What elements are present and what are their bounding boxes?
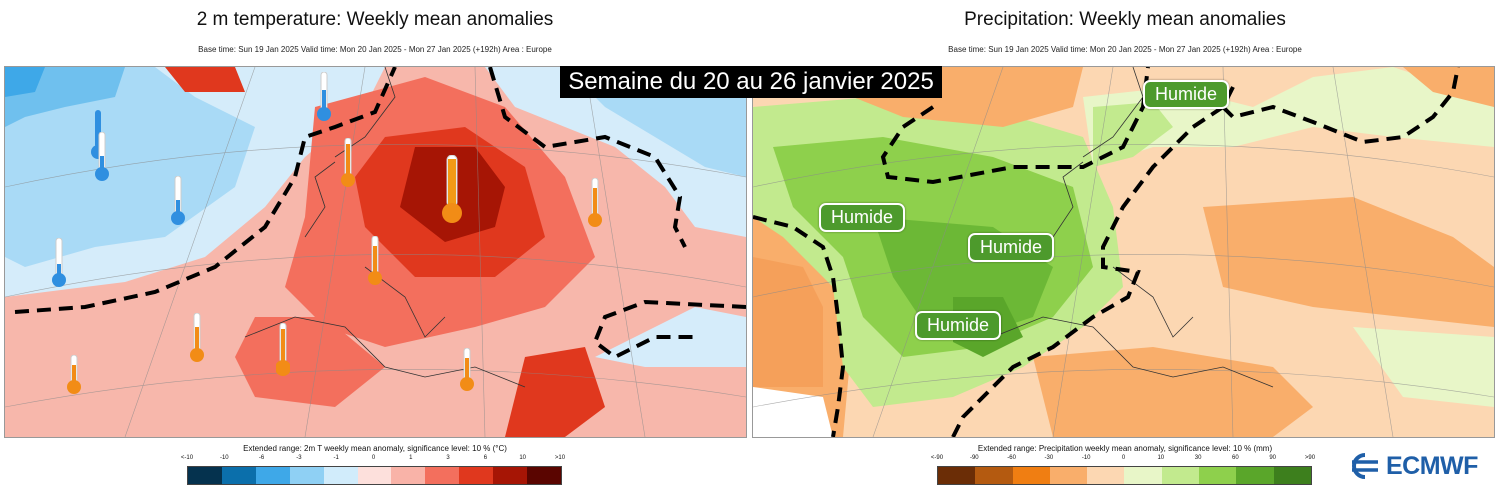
tick-label: 90 <box>1269 455 1277 461</box>
colorbar-swatch <box>1161 467 1200 484</box>
temperature-map <box>4 66 747 438</box>
temperature-subtitle: Base time: Sun 19 Jan 2025 Valid time: M… <box>198 45 552 54</box>
week-banner: Semaine du 20 au 26 janvier 2025 <box>560 66 942 98</box>
tick-label: 3 <box>446 455 450 461</box>
colorbar-swatch <box>1124 467 1162 484</box>
temperature-legend-title: Extended range: 2m T weekly mean anomaly… <box>243 444 507 453</box>
thermometer-blue-icon <box>171 175 185 231</box>
colorbar-swatch <box>1049 467 1088 484</box>
colorbar-swatch <box>938 467 976 484</box>
thermometer-orange-icon <box>460 347 474 397</box>
tick-label: >10 <box>554 455 566 461</box>
precipitation-colorbar <box>937 466 1312 485</box>
precipitation-legend-title: Extended range: Precipitation weekly mea… <box>977 444 1273 453</box>
colorbar-swatch <box>188 467 222 484</box>
tick-label: >90 <box>1304 455 1316 461</box>
tick-label: 0 <box>1121 455 1126 461</box>
ecmwf-logo-icon <box>1352 453 1378 479</box>
colorbar-swatch <box>1199 467 1237 484</box>
tick-label: -3 <box>296 455 302 461</box>
ecmwf-logo-text: ECMWF <box>1386 451 1478 480</box>
colorbar-swatch <box>527 467 561 484</box>
thermometer-orange-icon <box>190 312 204 368</box>
tick-label: -90 <box>969 455 979 461</box>
ecmwf-logo: ECMWF <box>1348 452 1478 480</box>
tick-label: 30 <box>1194 455 1202 461</box>
tick-label: -30 <box>1044 455 1054 461</box>
colorbar-swatch <box>425 467 460 484</box>
colorbar-swatch <box>1236 467 1274 484</box>
colorbar-swatch <box>289 467 324 484</box>
colorbar-swatch <box>357 467 392 484</box>
colorbar-swatch <box>1273 467 1311 484</box>
temperature-colorbar <box>187 466 562 485</box>
temperature-legend-ticks: <-10 -10 -6 -3 -1 0 1 3 6 10 >10 <box>181 455 565 465</box>
tick-label: 1 <box>409 455 413 461</box>
thermometer-orange-icon <box>275 322 291 382</box>
humide-label-atlantic: Humide <box>819 203 906 232</box>
humide-label-south: Humide <box>915 311 1002 340</box>
tick-label: -10 <box>219 455 229 461</box>
colorbar-swatch <box>493 467 528 484</box>
colorbar-swatch <box>255 467 290 484</box>
tick-label: 10 <box>1157 455 1165 461</box>
thermometer-blue-icon <box>95 131 109 187</box>
thermometer-orange-icon <box>588 177 602 233</box>
thermometer-orange-icon <box>368 235 382 291</box>
precipitation-subtitle: Base time: Sun 19 Jan 2025 Valid time: M… <box>948 45 1302 54</box>
tick-label: -60 <box>1007 455 1016 461</box>
colorbar-swatch <box>975 467 1013 484</box>
humide-label-north: Humide <box>1143 80 1230 109</box>
colorbar-swatch <box>1012 467 1050 484</box>
tick-label: 0 <box>371 455 376 461</box>
thermometer-orange-icon <box>67 354 81 400</box>
precipitation-legend-ticks: <-90 -90 -60 -30 -10 0 10 30 60 90 >90 <box>931 455 1315 465</box>
colorbar-swatch <box>1087 467 1125 484</box>
tick-label: 60 <box>1232 455 1239 461</box>
thermometer-blue-icon <box>52 237 66 293</box>
temperature-title: 2 m temperature: Weekly mean anomalies <box>196 9 554 30</box>
colorbar-swatch <box>391 467 426 484</box>
tick-label: 10 <box>519 455 527 461</box>
thermometer-orange-icon <box>441 154 463 230</box>
tick-label: -6 <box>258 455 265 461</box>
thermometer-orange-icon <box>341 137 355 193</box>
precipitation-map <box>752 66 1495 438</box>
colorbar-swatch <box>459 467 494 484</box>
tick-label: -10 <box>1081 455 1091 461</box>
colorbar-swatch <box>323 467 358 484</box>
precipitation-title: Precipitation: Weekly mean anomalies <box>964 9 1286 30</box>
tick-label: -1 <box>333 455 339 461</box>
tick-label: 6 <box>483 455 488 461</box>
thermometer-blue-icon <box>317 71 331 127</box>
humide-label-central: Humide <box>968 233 1055 262</box>
tick-label: <-10 <box>180 455 194 461</box>
colorbar-swatch <box>221 467 256 484</box>
tick-label: <-90 <box>930 455 944 461</box>
